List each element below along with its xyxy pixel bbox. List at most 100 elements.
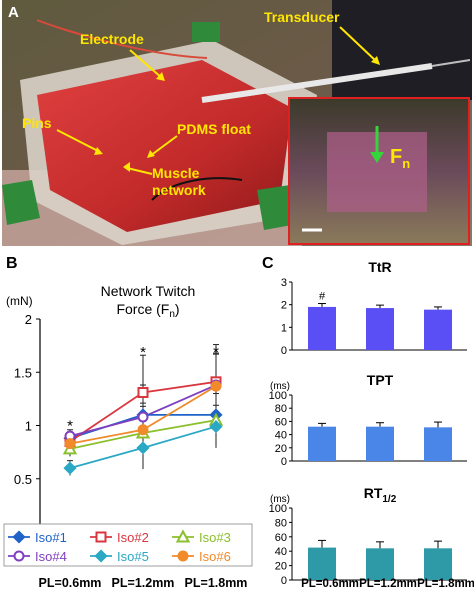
chart-b-data-point bbox=[137, 411, 149, 423]
chart-b-y-tick-label: 0.5 bbox=[14, 472, 32, 487]
label-electrode: Electrode bbox=[80, 31, 144, 47]
chart-b-y-tick-label: 1.5 bbox=[14, 365, 32, 380]
chart-b-legend-marker bbox=[177, 550, 189, 562]
chart-c-title: TPT bbox=[367, 372, 394, 388]
label-pdms-float: PDMS float bbox=[177, 121, 251, 137]
transducer-needle bbox=[431, 59, 471, 67]
inset-force-sub: n bbox=[402, 156, 410, 171]
chart-c-bar bbox=[366, 426, 394, 461]
chart-c-title: RT1/2 bbox=[364, 485, 397, 505]
chart-c-title-sub: 1/2 bbox=[382, 494, 396, 505]
chart-b-legend: Iso#1 Iso#2 Iso#3 Iso#4 Iso#5 Iso#6 bbox=[3, 523, 253, 567]
chart-c-y-tick-label: 80 bbox=[275, 403, 287, 415]
dark-equipment bbox=[332, 0, 472, 100]
chart-b-legend-marker bbox=[12, 530, 26, 544]
chart-b-legend-label: Iso#1 bbox=[35, 530, 67, 545]
chart-b-legend-marker bbox=[175, 529, 191, 543]
chart-b-title-close: ) bbox=[175, 301, 180, 317]
transducer-probe bbox=[201, 63, 433, 103]
chart-b-title-line1: Network Twitch bbox=[101, 283, 196, 299]
chart-b-legend-box bbox=[3, 523, 253, 567]
chart-b-data-point bbox=[209, 420, 223, 434]
chart-c-bar bbox=[308, 426, 336, 461]
chart-b-significance: * * * bbox=[67, 344, 219, 434]
chart-b-data-point bbox=[210, 380, 222, 392]
panel-b-line-chart: B Network Twitch Force (Fn) (mN) 00.511.… bbox=[3, 255, 253, 590]
chart-c-y-tick-label: 80 bbox=[275, 517, 287, 529]
chart-c-bar bbox=[366, 548, 394, 580]
chart-c-y-tick-label: 0 bbox=[281, 575, 287, 587]
chart-b-title-sub: n bbox=[169, 309, 175, 320]
chart-c-y-tick-label: 100 bbox=[269, 390, 287, 402]
chart-c-y-tick-label: 2 bbox=[281, 300, 287, 312]
chart-b-series bbox=[62, 344, 224, 476]
chart-b-x-label: PL=0.6mm bbox=[39, 576, 102, 590]
chart-b-data-point bbox=[137, 386, 149, 398]
chart-c-y-tick-label: 60 bbox=[275, 532, 287, 544]
chart-c-bar bbox=[424, 427, 452, 461]
chart-b-legend-marker bbox=[95, 531, 107, 543]
chart-b-legend-marker bbox=[94, 549, 108, 563]
chart-c-subcharts: TtR0123#TPT(ms)020406080100RT1/2(ms)0204… bbox=[269, 259, 474, 590]
chart-c-title: TtR bbox=[368, 259, 391, 275]
arrow-pdms bbox=[149, 135, 178, 157]
arrow-muscle bbox=[126, 167, 153, 175]
chart-b-legend-marker bbox=[13, 550, 25, 562]
label-muscle: Muscle bbox=[152, 165, 200, 181]
electrode-wire bbox=[36, 19, 208, 59]
green-tape-left bbox=[2, 180, 40, 225]
chart-c-y-tick-label: 3 bbox=[281, 277, 287, 289]
chart-b-x-labels: PL=0.6mm PL=1.2mm PL=1.8mm bbox=[39, 576, 248, 590]
chart-b-data-point bbox=[137, 424, 149, 436]
chart-b-data-point bbox=[63, 461, 77, 475]
chart-b-legend-label: Iso#2 bbox=[117, 530, 149, 545]
label-transducer: Transducer bbox=[264, 9, 340, 25]
chart-c-y-tick-label: 20 bbox=[275, 443, 287, 455]
panel-letter-b: B bbox=[6, 255, 18, 272]
panel-letter-a: A bbox=[8, 4, 19, 21]
chart-c-bar bbox=[424, 309, 452, 350]
green-tape-top bbox=[192, 22, 220, 42]
green-tape-right bbox=[257, 185, 292, 230]
chart-c-x-label: PL=1.8mm bbox=[417, 578, 474, 590]
chart-b-legend-label: Iso#4 bbox=[35, 549, 67, 564]
chart-c-y-tick-label: 1 bbox=[281, 322, 287, 334]
label-network: network bbox=[152, 182, 206, 198]
chart-c-title-main: RT bbox=[364, 485, 383, 501]
arrowhead-electrode bbox=[156, 72, 165, 81]
black-wires bbox=[151, 177, 243, 201]
chart-c-y-tick-label: 100 bbox=[269, 503, 287, 515]
chart-b-yunit: (mN) bbox=[6, 294, 33, 308]
panel-letter-c: C bbox=[262, 255, 274, 272]
arrowhead-muscle bbox=[123, 162, 130, 172]
arrowhead-pins bbox=[94, 147, 103, 155]
arrow-electrode bbox=[129, 49, 163, 79]
chart-c-bar bbox=[424, 548, 452, 580]
chart-b-significance-star: * bbox=[213, 344, 219, 361]
chart-c-yunit: (ms) bbox=[270, 494, 290, 505]
chart-b-title-force: Force (F bbox=[116, 301, 169, 317]
chart-b-significance-star: * bbox=[67, 417, 73, 434]
chart-b-significance-star: * bbox=[140, 344, 146, 361]
chart-c-bar bbox=[308, 306, 336, 350]
chart-c-bar bbox=[366, 308, 394, 350]
arrowhead-transducer bbox=[371, 56, 380, 65]
arrow-pins bbox=[56, 129, 101, 153]
chart-b-title-line2: Force (Fn) bbox=[116, 301, 179, 320]
arrowhead-force bbox=[370, 152, 384, 163]
chart-c-annotation: # bbox=[319, 291, 326, 303]
chart-b-y-tick-label: 1 bbox=[25, 419, 32, 434]
panel-c-bar-charts: C TtR0123#TPT(ms)020406080100RT1/2(ms)02… bbox=[262, 255, 474, 590]
chart-c-y-tick-label: 0 bbox=[281, 456, 287, 468]
chart-c-bar bbox=[308, 547, 336, 580]
chart-c-x-label: PL=0.6mm bbox=[301, 578, 359, 590]
panel-a-photo: A Transducer Electrode Pins PDMS float M… bbox=[2, 0, 472, 246]
inset-force-f: F bbox=[390, 146, 402, 168]
inset-force-label: Fn bbox=[390, 146, 410, 171]
chart-c-y-tick-label: 20 bbox=[275, 561, 287, 573]
chart-b-x-label: PL=1.2mm bbox=[112, 576, 175, 590]
chart-b-y-tick-label: 2 bbox=[25, 312, 32, 327]
chart-c-y-tick-label: 40 bbox=[275, 546, 287, 558]
arrowhead-pdms bbox=[147, 150, 155, 158]
chart-c-x-label: PL=1.2mm bbox=[359, 578, 417, 590]
